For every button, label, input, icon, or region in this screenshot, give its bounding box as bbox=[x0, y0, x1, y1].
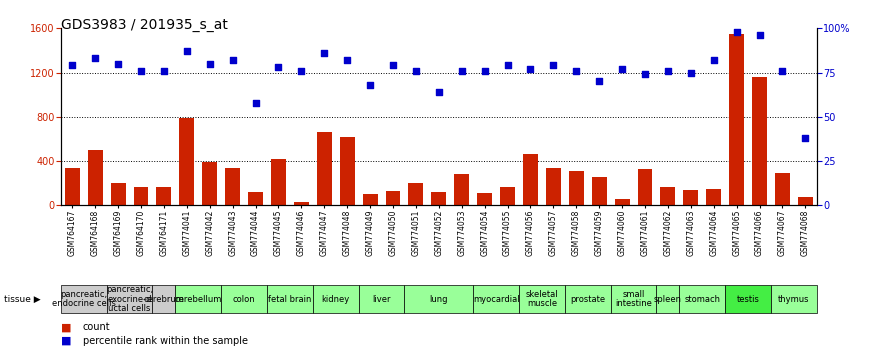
Point bbox=[317, 50, 331, 56]
Bar bbox=[362, 194, 377, 205]
Point bbox=[432, 89, 446, 95]
Bar bbox=[638, 169, 653, 205]
Point bbox=[523, 66, 537, 72]
Point bbox=[569, 68, 583, 74]
Bar bbox=[179, 118, 195, 205]
Text: percentile rank within the sample: percentile rank within the sample bbox=[83, 336, 248, 346]
Bar bbox=[501, 187, 515, 205]
Point bbox=[341, 57, 355, 63]
Point bbox=[202, 61, 216, 67]
Point bbox=[226, 57, 240, 63]
Point bbox=[65, 63, 79, 68]
Bar bbox=[706, 189, 721, 205]
Text: lung: lung bbox=[429, 295, 448, 304]
Text: stomach: stomach bbox=[684, 295, 720, 304]
Point bbox=[180, 48, 194, 54]
Text: count: count bbox=[83, 322, 110, 332]
Bar bbox=[729, 34, 744, 205]
Bar bbox=[271, 159, 286, 205]
Point bbox=[157, 68, 171, 74]
Point bbox=[134, 68, 148, 74]
Bar bbox=[431, 192, 447, 205]
Point bbox=[271, 64, 285, 70]
Point bbox=[501, 63, 514, 68]
Point bbox=[661, 68, 675, 74]
Bar bbox=[683, 190, 699, 205]
Bar bbox=[546, 168, 561, 205]
Bar bbox=[523, 154, 538, 205]
Point bbox=[753, 33, 766, 38]
Point bbox=[409, 68, 423, 74]
Point bbox=[799, 135, 813, 141]
Bar bbox=[798, 197, 813, 205]
Text: cerebellum: cerebellum bbox=[175, 295, 222, 304]
Bar bbox=[660, 187, 675, 205]
Text: small
intestine: small intestine bbox=[615, 290, 652, 308]
Text: ■: ■ bbox=[61, 336, 71, 346]
Text: skeletal
muscle: skeletal muscle bbox=[526, 290, 558, 308]
Point bbox=[249, 100, 262, 105]
Point bbox=[775, 68, 789, 74]
Bar bbox=[65, 168, 80, 205]
Point bbox=[730, 29, 744, 35]
Point bbox=[706, 57, 720, 63]
Text: tissue ▶: tissue ▶ bbox=[4, 295, 41, 304]
Bar bbox=[110, 183, 125, 205]
Bar bbox=[477, 193, 492, 205]
Point bbox=[593, 79, 607, 84]
Point bbox=[89, 56, 103, 61]
Point bbox=[111, 61, 125, 67]
Point bbox=[638, 72, 652, 77]
Point bbox=[363, 82, 377, 88]
Bar bbox=[386, 191, 401, 205]
Bar bbox=[294, 202, 308, 205]
Text: pancreatic,
exocrine-d
uctal cells: pancreatic, exocrine-d uctal cells bbox=[106, 285, 153, 313]
Text: spleen: spleen bbox=[654, 295, 682, 304]
Text: colon: colon bbox=[233, 295, 255, 304]
Point bbox=[295, 68, 308, 74]
Text: myocardial: myocardial bbox=[473, 295, 520, 304]
Point bbox=[478, 68, 492, 74]
Point bbox=[454, 68, 468, 74]
Bar bbox=[134, 187, 149, 205]
Bar bbox=[775, 173, 790, 205]
Text: prostate: prostate bbox=[570, 295, 606, 304]
Text: kidney: kidney bbox=[322, 295, 350, 304]
Text: fetal brain: fetal brain bbox=[269, 295, 312, 304]
Bar bbox=[249, 192, 263, 205]
Bar bbox=[340, 137, 355, 205]
Bar bbox=[156, 187, 171, 205]
Bar bbox=[408, 183, 423, 205]
Text: thymus: thymus bbox=[779, 295, 810, 304]
Point bbox=[615, 66, 629, 72]
Point bbox=[684, 70, 698, 75]
Text: liver: liver bbox=[372, 295, 391, 304]
Text: cerebrum: cerebrum bbox=[143, 295, 184, 304]
Bar bbox=[569, 171, 584, 205]
Bar bbox=[614, 199, 629, 205]
Text: pancreatic,
endocrine cells: pancreatic, endocrine cells bbox=[52, 290, 116, 308]
Point bbox=[547, 63, 561, 68]
Bar bbox=[592, 177, 607, 205]
Bar bbox=[753, 77, 767, 205]
Bar bbox=[88, 150, 103, 205]
Bar bbox=[454, 175, 469, 205]
Text: GDS3983 / 201935_s_at: GDS3983 / 201935_s_at bbox=[61, 18, 228, 32]
Text: ■: ■ bbox=[61, 322, 71, 332]
Bar bbox=[225, 168, 240, 205]
Bar bbox=[202, 162, 217, 205]
Text: testis: testis bbox=[737, 295, 760, 304]
Point bbox=[386, 63, 400, 68]
Bar bbox=[317, 132, 332, 205]
